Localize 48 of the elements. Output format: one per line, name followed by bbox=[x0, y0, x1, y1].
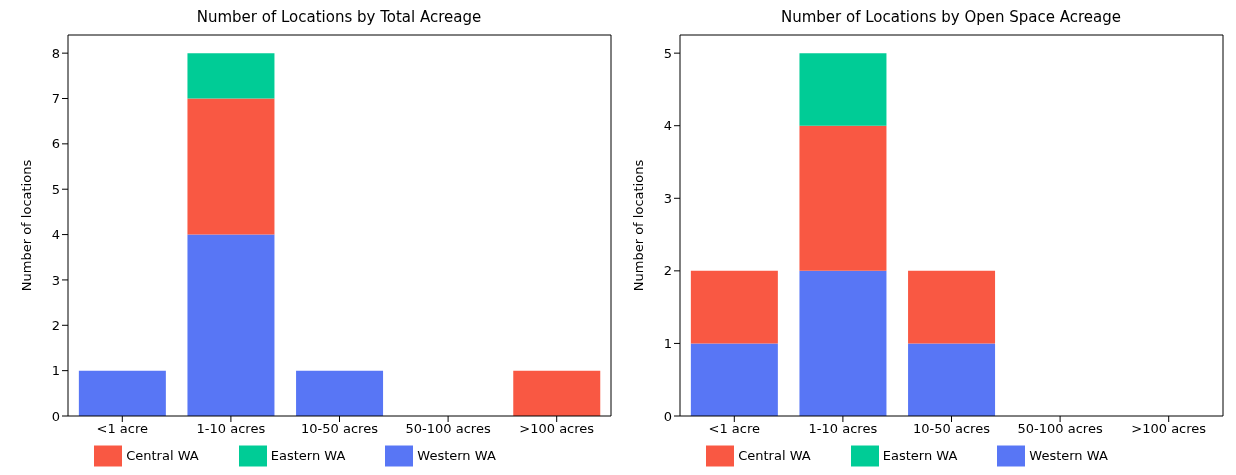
legend-label: Eastern WA bbox=[882, 447, 958, 463]
y-tick-label: 7 bbox=[51, 91, 60, 107]
x-tick-label: >100 acres bbox=[1131, 421, 1207, 437]
x-tick-label: >100 acres bbox=[519, 421, 595, 437]
bar bbox=[799, 270, 887, 416]
x-tick-label: 50-100 acres bbox=[405, 421, 491, 437]
y-axis-title: Number of locations bbox=[630, 159, 646, 292]
x-tick-label: 50-100 acres bbox=[1017, 421, 1103, 437]
y-tick-label: 8 bbox=[51, 45, 60, 61]
x-tick-label: 10-50 acres bbox=[301, 421, 379, 437]
legend-label: Western WA bbox=[1029, 447, 1108, 463]
bar bbox=[799, 53, 887, 126]
y-tick-label: 1 bbox=[663, 336, 672, 352]
y-tick-label: 6 bbox=[51, 136, 60, 152]
y-tick-label: 1 bbox=[51, 363, 60, 379]
chart-title: Number of Locations by Open Space Acreage bbox=[780, 8, 1122, 28]
legend-label: Western WA bbox=[417, 447, 496, 463]
bar bbox=[187, 234, 275, 416]
bar bbox=[187, 53, 275, 99]
y-tick-label: 5 bbox=[663, 45, 672, 61]
legend-label: Eastern WA bbox=[270, 447, 346, 463]
y-tick-label: 0 bbox=[663, 408, 672, 424]
y-tick-label: 3 bbox=[51, 272, 60, 288]
x-tick-label: 1-10 acres bbox=[196, 421, 266, 437]
y-tick-label: 2 bbox=[51, 317, 60, 333]
x-tick-label: 1-10 acres bbox=[808, 421, 878, 437]
legend-label: Central WA bbox=[738, 447, 811, 463]
y-tick-label: 0 bbox=[51, 408, 60, 424]
bar bbox=[908, 343, 996, 416]
x-tick-label: <1 acre bbox=[96, 421, 149, 437]
bar bbox=[296, 370, 384, 416]
legend-label: Central WA bbox=[126, 447, 199, 463]
y-tick-label: 4 bbox=[51, 227, 60, 243]
y-tick-label: 5 bbox=[51, 181, 60, 197]
bar bbox=[690, 343, 778, 416]
bar bbox=[513, 370, 601, 416]
y-tick-label: 3 bbox=[663, 190, 672, 206]
y-tick-label: 2 bbox=[663, 263, 672, 279]
y-axis-title: Number of locations bbox=[18, 159, 34, 292]
bar bbox=[187, 98, 275, 235]
x-tick-label: <1 acre bbox=[708, 421, 761, 437]
chart-title: Number of Locations by Total Acreage bbox=[195, 8, 483, 28]
y-tick-label: 4 bbox=[663, 118, 672, 134]
bar bbox=[799, 125, 887, 271]
bar bbox=[690, 270, 778, 344]
bar bbox=[908, 270, 996, 344]
x-tick-label: 10-50 acres bbox=[913, 421, 991, 437]
bar bbox=[78, 370, 166, 416]
